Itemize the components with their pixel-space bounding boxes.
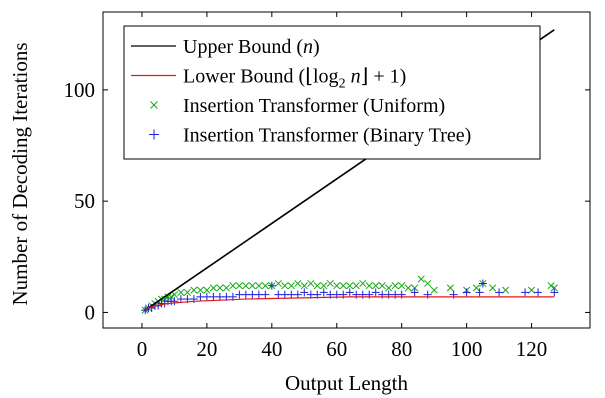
uniform-data-point: [209, 284, 217, 292]
legend-binary-tree: Insertion Transformer (Binary Tree): [149, 125, 471, 147]
legend-label: Insertion Transformer (Binary Tree): [183, 125, 471, 147]
y-tick-label: 100: [64, 78, 96, 102]
legend-label: Upper Bound (n): [183, 36, 320, 58]
legend: Upper Bound (n) Lower Bound (⌊log2 n⌋ + 1…: [123, 25, 541, 160]
y-tick-label: 0: [85, 300, 96, 324]
uniform-data-point: [313, 282, 321, 290]
uniform-data-point: [359, 279, 367, 288]
uniform-data-point: [550, 284, 558, 292]
binary-tree-data-point: [478, 279, 487, 288]
uniform-data-point: [365, 282, 373, 290]
binary-tree-data-point: [521, 288, 530, 297]
series-layer: [141, 29, 559, 315]
uniform-data-point: [424, 279, 432, 288]
uniform-data-point: [261, 282, 269, 290]
uniform-data-point: [404, 284, 412, 292]
x-tick-label: 20: [196, 337, 217, 361]
x-tick-label: 0: [137, 337, 148, 361]
uniform-data-point: [372, 282, 380, 290]
uniform-data-point: [274, 279, 282, 288]
uniform-data-point: [229, 282, 237, 290]
uniform-data-point: [300, 282, 308, 290]
uniform-data-point: [281, 282, 289, 290]
uniform-data-point: [502, 286, 510, 294]
binary-tree-data-point: [475, 288, 484, 297]
binary-tree-data-point: [300, 288, 309, 297]
uniform-data-point: [222, 284, 230, 292]
uniform-data-point: [430, 286, 438, 294]
uniform-data-point: [411, 284, 419, 292]
legend-swatch: [150, 101, 158, 109]
uniform-data-point: [472, 284, 480, 292]
uniform-data-point: [320, 282, 328, 290]
legend-swatch: [149, 129, 159, 140]
binary-tree-data-point: [319, 288, 328, 297]
binary-tree-data-point: [410, 288, 419, 297]
plot-frame: [102, 11, 591, 329]
y-tick-label: 50: [74, 189, 95, 213]
uniform-data-point: [378, 282, 386, 290]
binary-tree-data-point: [170, 297, 179, 306]
uniform-data-point: [391, 282, 399, 290]
uniform-data-point: [196, 286, 204, 294]
y-axis-label: Number of Decoding Iterations: [8, 42, 32, 305]
uniform-data-point: [216, 284, 224, 292]
uniform-data-point: [352, 282, 360, 290]
uniform-data-point: [242, 282, 250, 290]
uniform-data-point: [248, 282, 256, 290]
uniform-data-point: [235, 282, 243, 290]
uniform-data-point: [164, 293, 172, 301]
binary-tree-data-point: [267, 281, 276, 290]
legend-uniform: Insertion Transformer (Uniform): [150, 95, 445, 117]
x-tick-label: 80: [391, 337, 412, 361]
uniform-data-point: [339, 282, 347, 290]
uniform-data-point: [255, 282, 263, 290]
x-tick-label: 60: [326, 337, 347, 361]
uniform-data-point: [333, 282, 341, 290]
binary-tree-data-point: [495, 288, 504, 297]
uniform-data-point: [417, 275, 425, 283]
binary-tree-data-point: [550, 288, 559, 297]
x-tick-label: 100: [451, 337, 483, 361]
binary-tree-data-point: [293, 290, 302, 299]
x-tick-label: 40: [261, 337, 282, 361]
uniform-data-point: [183, 288, 191, 296]
legend-box: [123, 25, 541, 160]
uniform-data-point: [385, 284, 393, 292]
legend-label: Lower Bound (⌊log2 n⌋ + 1): [183, 66, 406, 92]
legend-lower-bound: Lower Bound (⌊log2 n⌋ + 1): [131, 66, 406, 92]
uniform-data-point: [287, 282, 295, 290]
uniform-data-point: [326, 279, 334, 288]
uniform-data-point: [489, 284, 497, 292]
binary-tree-data-point: [261, 290, 270, 299]
binary-tree-data-point: [345, 288, 354, 297]
uniform-data-point: [547, 282, 555, 290]
uniform-data-point: [307, 279, 315, 288]
uniform-data-point: [446, 284, 454, 292]
uniform-data-point: [203, 286, 211, 294]
uniform-data-point: [190, 286, 198, 294]
legend-upper-bound: Upper Bound (n): [131, 36, 320, 58]
binary-tree-data-point: [534, 288, 543, 297]
uniform-data-point: [346, 282, 354, 290]
binary-tree-data-point: [462, 288, 471, 297]
uniform-data-point: [294, 279, 302, 288]
x-tick-label: 120: [516, 337, 548, 361]
uniform-data-point: [177, 288, 185, 296]
ticks-layer: 0 20 40 60 80 100 120 0 50 100: [64, 12, 590, 361]
legend-label: Insertion Transformer (Uniform): [183, 95, 445, 117]
binary-tree-data-point: [371, 288, 380, 297]
lower-bound-line: [144, 296, 555, 311]
x-axis-label: Output Length: [285, 371, 409, 395]
uniform-data-point: [528, 286, 536, 294]
uniform-data-point: [398, 282, 406, 290]
